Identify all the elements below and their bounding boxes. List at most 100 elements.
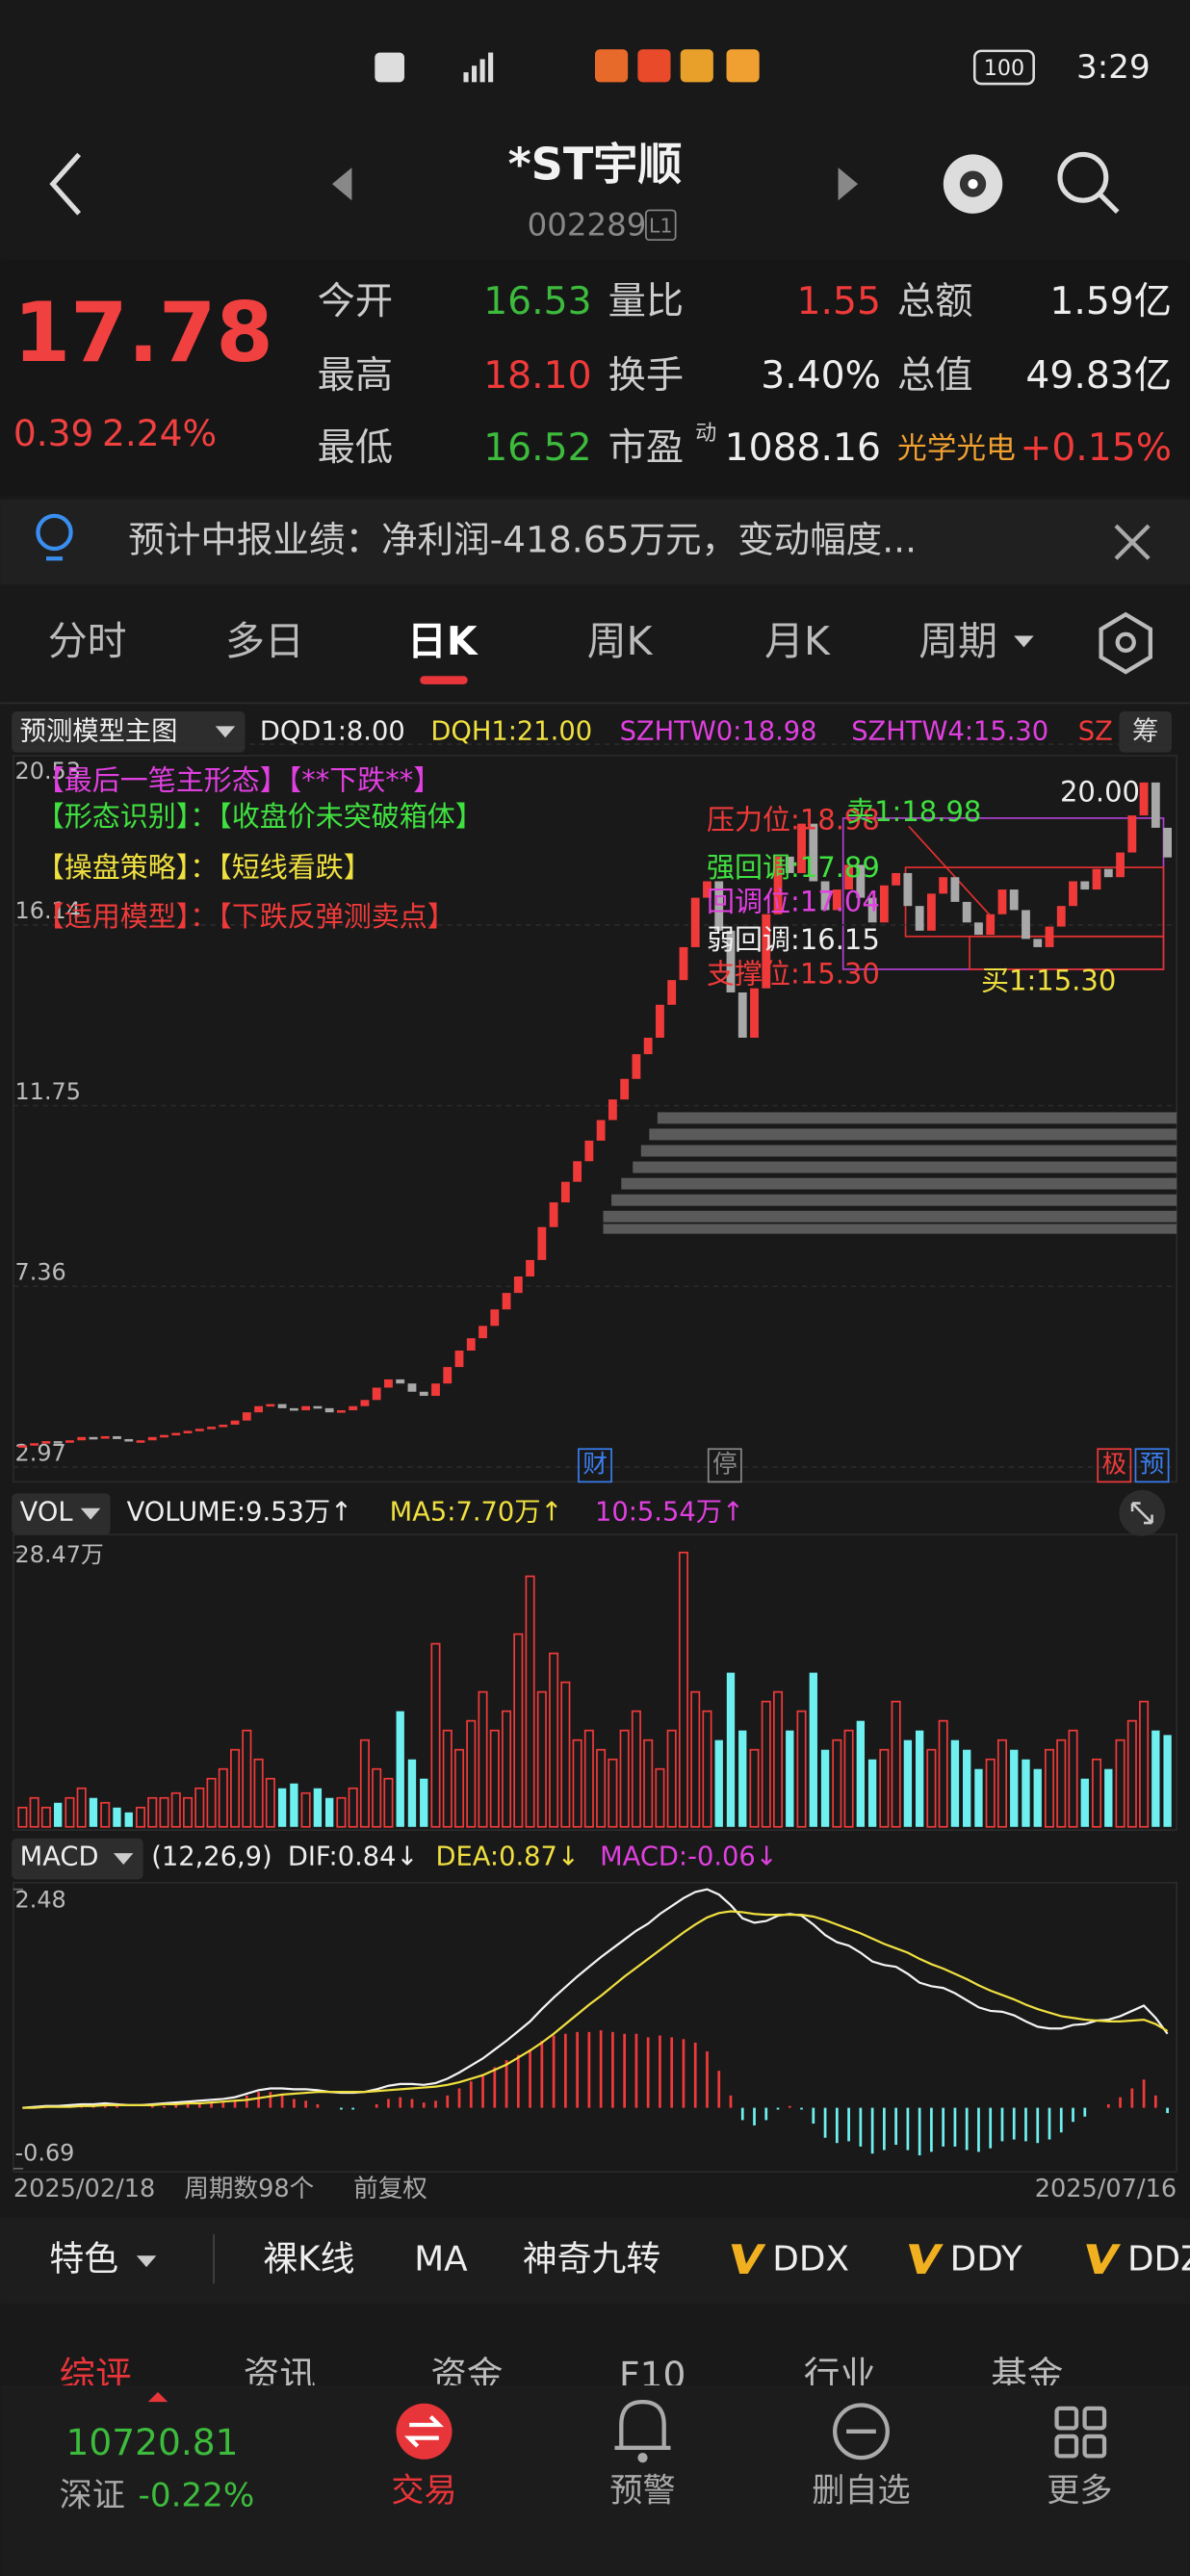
volume-bar	[820, 1749, 830, 1827]
candle	[892, 872, 901, 886]
chip-bar	[633, 1161, 1177, 1173]
search-icon[interactable]	[1057, 151, 1120, 214]
nav-item[interactable]: 删自选	[812, 2471, 910, 2510]
prev-stock[interactable]	[331, 167, 352, 201]
event-marker: 极	[1102, 1450, 1127, 1479]
nav-item[interactable]: 交易	[391, 2471, 456, 2510]
signal-icons	[375, 49, 760, 83]
toolbar-item[interactable]: 神奇九转	[523, 2239, 660, 2279]
volume-bar	[963, 1749, 971, 1827]
dif-line	[22, 1888, 1169, 2109]
trade-icon[interactable]	[396, 2403, 453, 2460]
volume-bar	[714, 1739, 723, 1827]
volume-bar	[17, 1806, 28, 1828]
volume-bar	[430, 1642, 441, 1828]
battery-level: 100	[984, 56, 1024, 81]
volume-bar	[218, 1767, 228, 1828]
field-value: 3.40%	[761, 354, 881, 398]
volume-bar	[442, 1729, 453, 1828]
toolbar-item[interactable]: 裸K线	[263, 2239, 354, 2279]
candle	[277, 1404, 287, 1408]
chip-bar	[603, 1224, 1177, 1234]
volume-bar	[525, 1575, 535, 1828]
notice-text[interactable]: 预计中报业绩：净利润-418.65万元，变动幅度...	[128, 519, 917, 561]
candle	[750, 988, 759, 1039]
selector-box[interactable]	[12, 710, 246, 753]
volume-bar	[1104, 1768, 1113, 1827]
stock-code: 002289	[528, 207, 647, 244]
tab[interactable]: 月K	[764, 618, 831, 664]
close-notice[interactable]	[1114, 524, 1151, 560]
nav-item[interactable]: 更多	[1047, 2471, 1112, 2510]
selector-box[interactable]	[12, 1838, 143, 1880]
candle	[454, 1351, 464, 1368]
candle	[17, 1445, 27, 1448]
index-change: -0.22%	[139, 2477, 255, 2515]
candle	[513, 1276, 523, 1294]
remove-icon[interactable]	[833, 2403, 890, 2460]
settings-icon[interactable]	[1099, 611, 1152, 675]
candle	[537, 1226, 547, 1260]
marker-box	[707, 1448, 742, 1483]
tab[interactable]: 分时	[48, 618, 127, 664]
volume-bar	[1056, 1739, 1067, 1828]
candle	[690, 897, 700, 947]
alert-icon[interactable]	[614, 2399, 671, 2463]
candle	[147, 1436, 157, 1441]
candle	[703, 881, 711, 898]
field-label: 量比	[608, 280, 685, 323]
candle	[384, 1378, 393, 1388]
nav-item[interactable]: 预警	[609, 2471, 675, 2510]
robot-icon[interactable]	[943, 154, 1003, 214]
tab[interactable]: 周期	[918, 618, 997, 664]
candle	[785, 856, 794, 873]
candle	[1163, 827, 1173, 858]
back-button[interactable]	[49, 152, 82, 216]
candle	[549, 1202, 558, 1227]
tab[interactable]: 多日	[225, 618, 304, 664]
selector-box[interactable]	[12, 1493, 111, 1534]
field-value: 49.83亿	[1025, 354, 1172, 398]
candle	[502, 1293, 511, 1310]
candle	[1092, 868, 1101, 890]
candle	[466, 1338, 476, 1352]
chip-label[interactable]: 筹	[1132, 717, 1158, 747]
toolbar-item[interactable]: DDY	[950, 2239, 1022, 2279]
tab[interactable]: 日K	[407, 618, 479, 664]
candle	[171, 1432, 181, 1436]
toolbar	[0, 2217, 1190, 2304]
tab[interactable]: 周K	[587, 618, 654, 664]
y-tick-label: 20.53	[15, 758, 81, 785]
volume-bar	[856, 1720, 866, 1827]
toolbar-item[interactable]: DDX	[772, 2239, 849, 2279]
more-icon[interactable]	[1054, 2406, 1107, 2459]
candle	[124, 1438, 134, 1442]
chart-selector[interactable]: 预测模型主图	[20, 717, 178, 747]
y-tick-label: 2.48	[15, 1887, 66, 1914]
next-stock[interactable]	[838, 167, 859, 201]
toolbar-item[interactable]: DDZ	[1127, 2239, 1190, 2279]
candle	[1127, 815, 1137, 853]
volume-selector[interactable]: VOL	[20, 1497, 74, 1527]
toolbar-item[interactable]: MA	[414, 2239, 468, 2279]
volume-bar	[726, 1672, 736, 1827]
volume-bar	[372, 1767, 382, 1828]
volume-bar	[1126, 1719, 1137, 1828]
volume-bar	[950, 1739, 960, 1827]
volume-bar	[1044, 1748, 1055, 1828]
candle	[194, 1429, 204, 1431]
indicator: (12,26,9)	[151, 1842, 272, 1872]
chip-button[interactable]	[1119, 710, 1173, 753]
field-value: 1088.16	[725, 426, 881, 470]
candle	[113, 1435, 121, 1439]
dropdown-caret	[80, 1507, 101, 1520]
candle	[289, 1407, 298, 1411]
volume-bar	[478, 1690, 488, 1828]
macd-selector[interactable]: MACD	[20, 1842, 99, 1872]
volume-bar	[572, 1739, 582, 1828]
candle	[1022, 910, 1030, 940]
toolbar-item[interactable]: 特色	[49, 2239, 118, 2279]
chip-bars	[603, 1112, 1177, 1234]
candle	[266, 1404, 275, 1407]
candle	[360, 1400, 370, 1406]
